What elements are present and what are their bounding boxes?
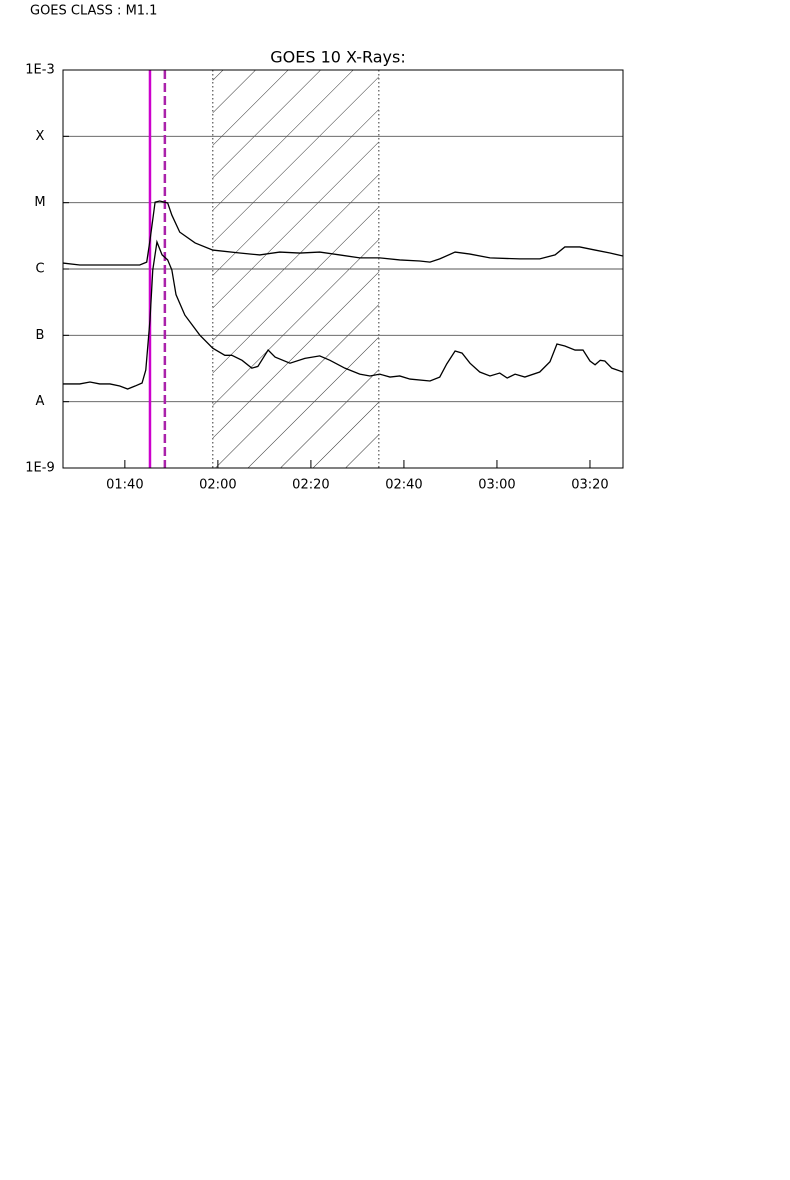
x-tick-label: 03:20 (571, 478, 608, 493)
x-tick-label: 02:40 (385, 478, 422, 493)
x-tick-label: 02:20 (292, 478, 329, 493)
plot-area (63, 70, 623, 468)
y-tick-label: A (36, 394, 45, 409)
y-tick-label: X (36, 129, 45, 144)
class-header: GOES CLASS : M1.1 (30, 4, 157, 19)
y-tick-label: C (35, 262, 44, 277)
y-tick-label: 1E-9 (25, 461, 54, 476)
chart-title: GOES 10 X-Rays: (270, 48, 406, 67)
y-tick-label: M (34, 195, 45, 210)
y-tick-label: B (36, 328, 45, 343)
x-tick-label: 01:40 (106, 478, 143, 493)
x-tick-label: 03:00 (478, 478, 515, 493)
flux-curve (63, 239, 623, 390)
y-tick-label: 1E-3 (25, 63, 54, 78)
x-tick-label: 02:00 (199, 478, 236, 493)
flux-curve (63, 200, 623, 266)
